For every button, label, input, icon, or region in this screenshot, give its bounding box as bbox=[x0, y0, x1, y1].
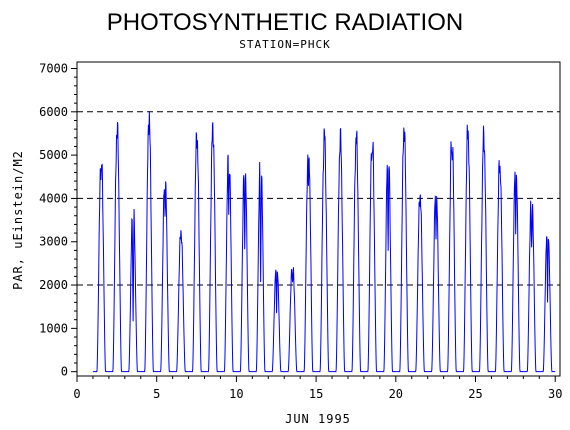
y-tick-label-3000: 3000 bbox=[39, 235, 68, 249]
chart-subtitle: STATION=PHCK bbox=[239, 38, 330, 51]
y-tick-label-2000: 2000 bbox=[39, 278, 68, 292]
plot-frame bbox=[76, 61, 561, 377]
y-tick-label-1000: 1000 bbox=[39, 321, 68, 335]
y-tick-label-5000: 5000 bbox=[39, 148, 68, 162]
x-tick-label-10: 10 bbox=[229, 387, 243, 401]
x-axis-label: JUN 1995 bbox=[285, 412, 351, 426]
chart-title: PHOTOSYNTHETIC RADIATION bbox=[107, 9, 463, 36]
y-tick-label-6000: 6000 bbox=[39, 105, 68, 119]
x-tick-label-25: 25 bbox=[468, 387, 482, 401]
plot-area: 0 1000 2000 3000 4000 5000 6000 7000 0 5 10 15 20 25 3… bbox=[39, 61, 562, 401]
x-tick-label-20: 20 bbox=[389, 387, 403, 401]
x-tick-label-15: 15 bbox=[309, 387, 323, 401]
x-tick-label-0: 0 bbox=[73, 387, 80, 401]
par-series-line bbox=[92, 111, 556, 373]
y-tick-label-7000: 7000 bbox=[39, 61, 68, 75]
x-tick-label-30: 30 bbox=[548, 387, 562, 401]
x-tick-label-5: 5 bbox=[153, 387, 160, 401]
y-tick-label-0: 0 bbox=[61, 365, 68, 379]
y-axis-label: PAR, uEinstein/M2 bbox=[11, 150, 25, 290]
y-tick-label-4000: 4000 bbox=[39, 191, 68, 205]
